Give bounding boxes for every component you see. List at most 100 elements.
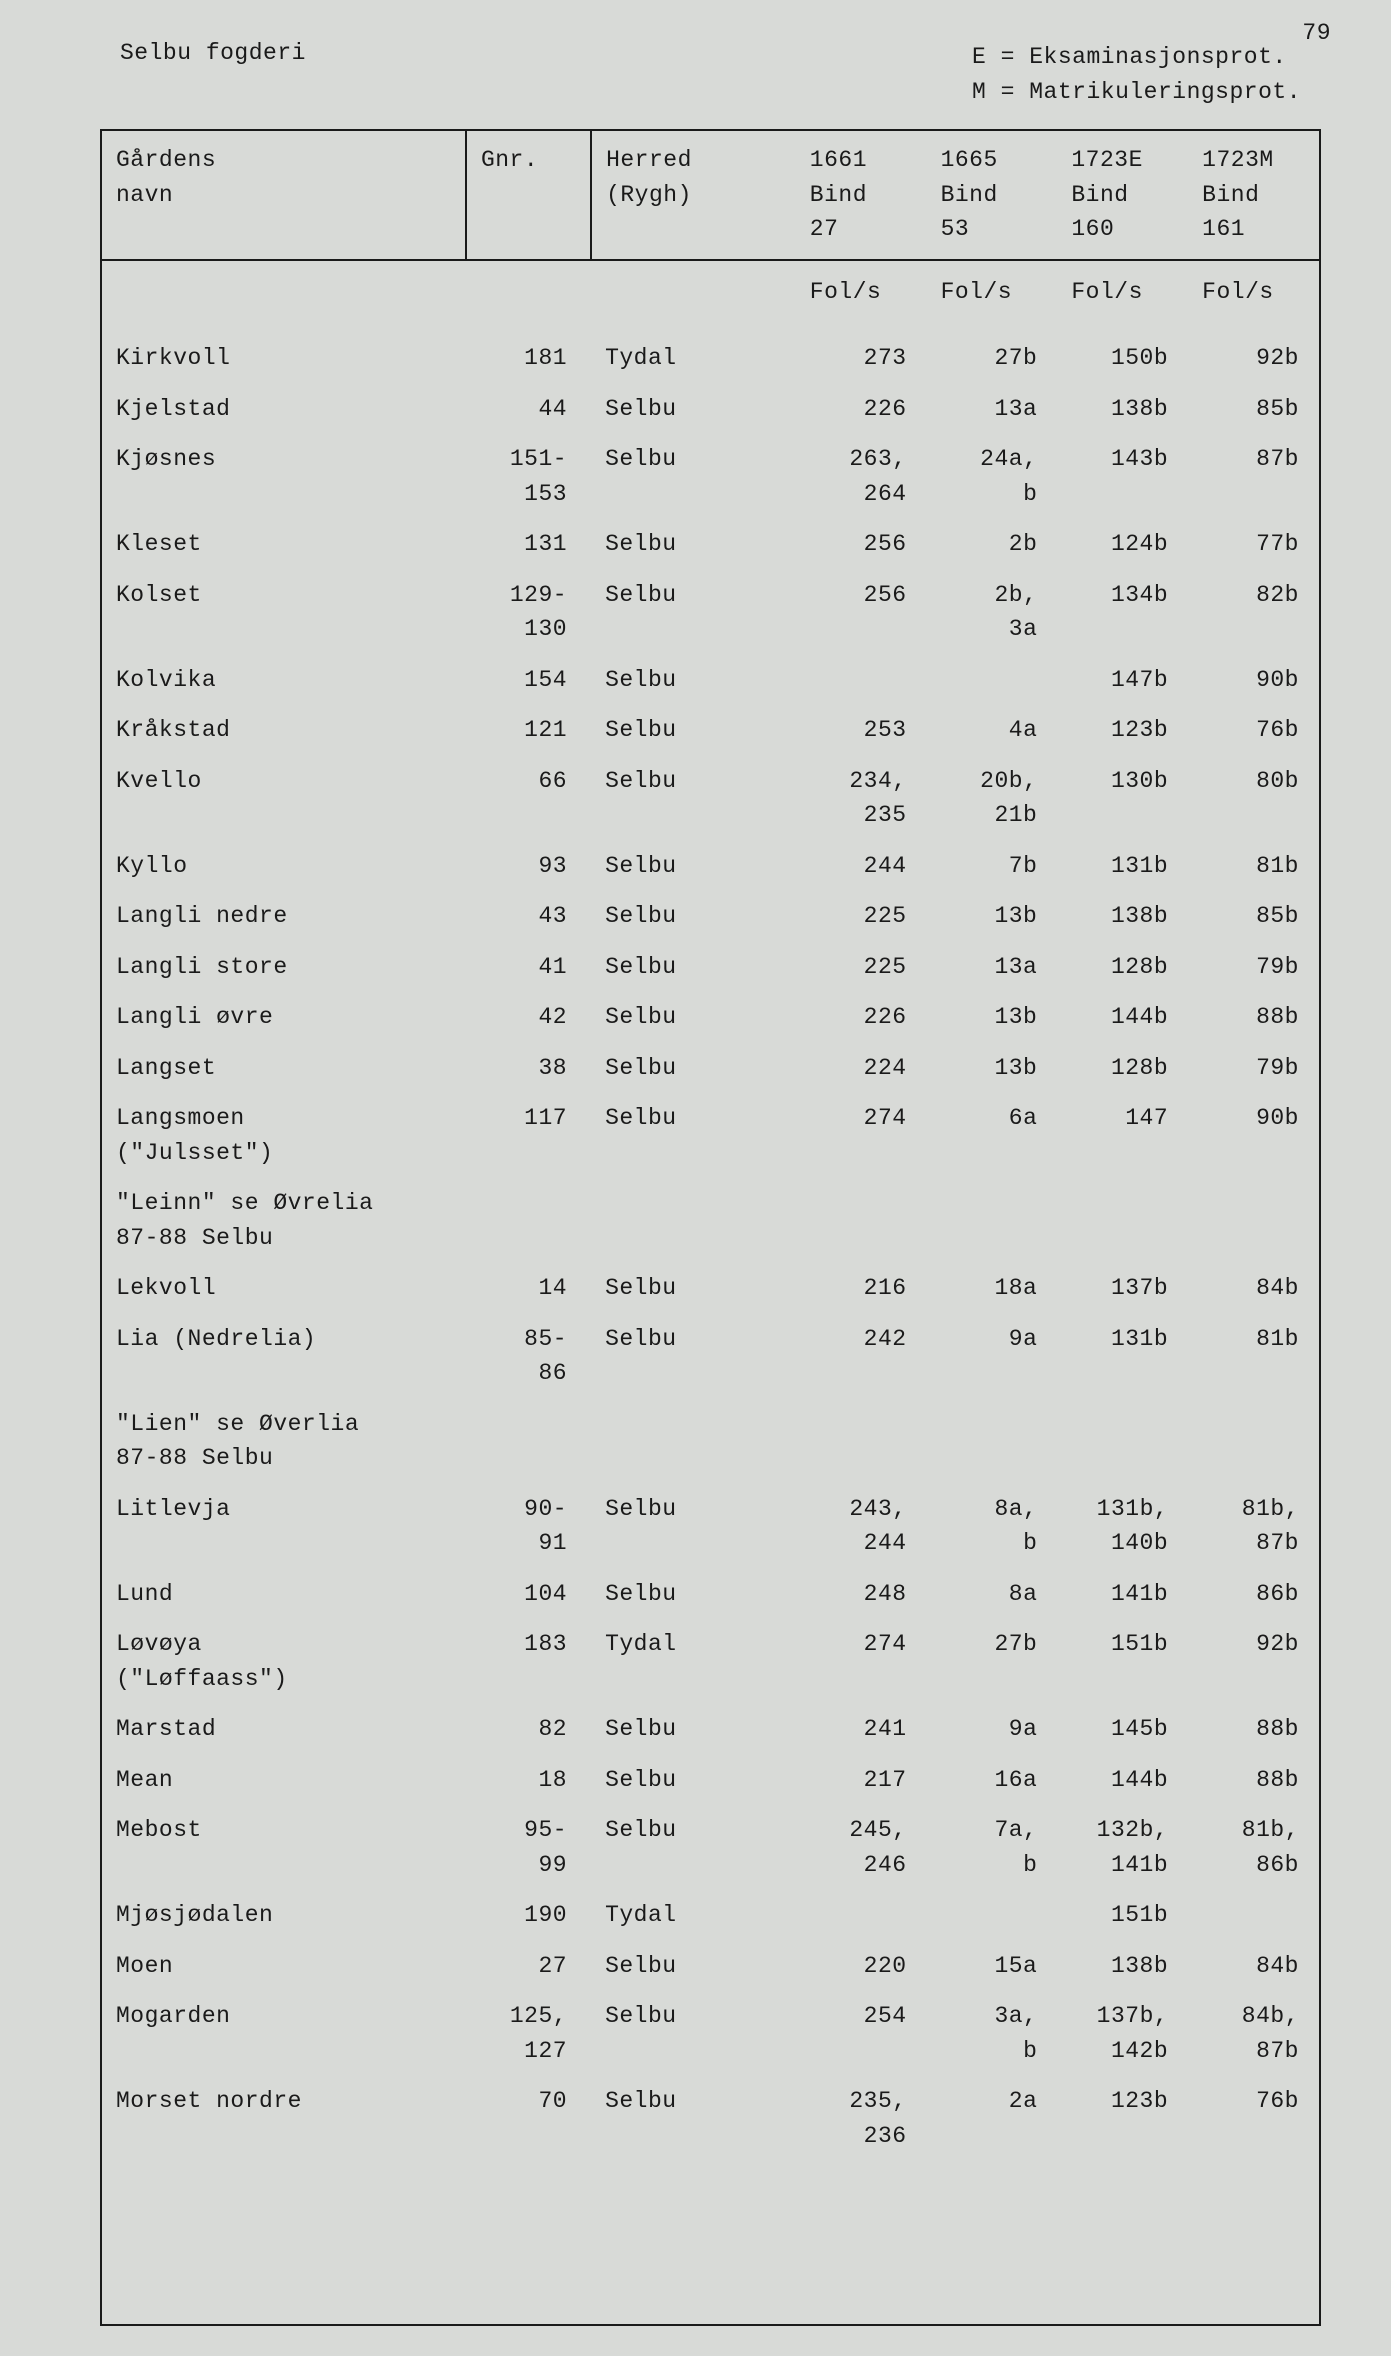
- cell-navn: Kolvika: [102, 655, 466, 706]
- cell-y1: 220: [796, 1941, 927, 1992]
- cell-herred: Selbu: [591, 1314, 796, 1399]
- cell-herred: Selbu: [591, 434, 796, 519]
- cell-y4: 81b: [1188, 1314, 1319, 1399]
- cell-herred: Selbu: [591, 705, 796, 756]
- table-row: Langsmoen("Julsset")117Selbu2746a14790b: [102, 1093, 1319, 1178]
- cell-y4: 81b,86b: [1188, 1805, 1319, 1890]
- cell-gnr: 154: [466, 655, 591, 706]
- legend: E = Eksaminasjonsprot. M = Matrikulering…: [972, 40, 1301, 109]
- cell-y1: 256: [796, 570, 927, 655]
- cell-y1: [796, 1399, 927, 1484]
- table-row: Kyllo93Selbu2447b131b81b: [102, 841, 1319, 892]
- cell-y3: 123b: [1057, 705, 1188, 756]
- cell-y1: 226: [796, 384, 927, 435]
- cell-y2: 13b: [927, 1043, 1058, 1094]
- cell-y3: 123b: [1057, 2076, 1188, 2161]
- cell-y3: 141b: [1057, 1569, 1188, 1620]
- cell-y4: 80b: [1188, 756, 1319, 841]
- cell-y2: 2a: [927, 2076, 1058, 2161]
- cell-herred: Tydal: [591, 1619, 796, 1704]
- cell-y2: 3a,b: [927, 1991, 1058, 2076]
- table-row: Mjøsjødalen190Tydal151b: [102, 1890, 1319, 1941]
- table-row: Lund104Selbu2488a141b86b: [102, 1569, 1319, 1620]
- cell-navn: Morset nordre: [102, 2076, 466, 2161]
- cell-herred: Selbu: [591, 1755, 796, 1806]
- cell-y4: 84b: [1188, 1941, 1319, 1992]
- cell-y2: 6a: [927, 1093, 1058, 1178]
- cell-gnr: 181: [466, 333, 591, 384]
- table-row: Lia (Nedrelia)85-86Selbu2429a131b81b: [102, 1314, 1319, 1399]
- cell-y4: 88b: [1188, 1755, 1319, 1806]
- cell-y2: [927, 1178, 1058, 1263]
- cell-gnr: 125,127: [466, 1991, 591, 2076]
- cell-herred: Selbu: [591, 655, 796, 706]
- cell-y4: 76b: [1188, 705, 1319, 756]
- cell-y3: 130b: [1057, 756, 1188, 841]
- cell-gnr: [466, 1178, 591, 1263]
- table-blank-row: [102, 2161, 1319, 2324]
- cell-navn: Kjelstad: [102, 384, 466, 435]
- cell-y2: [927, 1399, 1058, 1484]
- cell-gnr: 43: [466, 891, 591, 942]
- page-number: 79: [1302, 20, 1331, 46]
- cell-herred: [591, 1399, 796, 1484]
- table-body: Fol/s Fol/s Fol/s Fol/s Kirkvoll181Tydal…: [102, 260, 1319, 2324]
- col-header-1723e: 1723EBind160: [1057, 131, 1188, 260]
- col-header-navn: Gårdensnavn: [102, 131, 466, 260]
- cell-y2: 2b: [927, 519, 1058, 570]
- cell-y2: 16a: [927, 1755, 1058, 1806]
- cell-herred: Selbu: [591, 384, 796, 435]
- cell-y1: 243,244: [796, 1484, 927, 1569]
- cell-y3: 137b: [1057, 1263, 1188, 1314]
- cell-y2: 20b,21b: [927, 756, 1058, 841]
- cell-herred: Tydal: [591, 1890, 796, 1941]
- cell-navn: Langli øvre: [102, 992, 466, 1043]
- cell-gnr: 14: [466, 1263, 591, 1314]
- cell-navn: Mebost: [102, 1805, 466, 1890]
- cell-gnr: 131: [466, 519, 591, 570]
- cell-y3: 147: [1057, 1093, 1188, 1178]
- cell-navn: Kyllo: [102, 841, 466, 892]
- cell-herred: Selbu: [591, 841, 796, 892]
- cell-y1: 242: [796, 1314, 927, 1399]
- cell-y4: 77b: [1188, 519, 1319, 570]
- cell-navn: Kråkstad: [102, 705, 466, 756]
- cell-y2: 13a: [927, 942, 1058, 993]
- table-row: Langli store41Selbu22513a128b79b: [102, 942, 1319, 993]
- cell-herred: Selbu: [591, 1941, 796, 1992]
- table-row: Kleset131Selbu2562b124b77b: [102, 519, 1319, 570]
- cell-gnr: 38: [466, 1043, 591, 1094]
- table-row: Kjøsnes151-153Selbu263,26424a,b143b87b: [102, 434, 1319, 519]
- cell-y2: 4a: [927, 705, 1058, 756]
- cell-y4: 82b: [1188, 570, 1319, 655]
- cell-y2: 8a: [927, 1569, 1058, 1620]
- cell-y2: 27b: [927, 1619, 1058, 1704]
- cell-gnr: 117: [466, 1093, 591, 1178]
- cell-herred: Selbu: [591, 519, 796, 570]
- cell-y3: [1057, 1399, 1188, 1484]
- cell-navn: Litlevja: [102, 1484, 466, 1569]
- cell-y3: 128b: [1057, 942, 1188, 993]
- cell-y2: 27b: [927, 333, 1058, 384]
- cell-y4: 81b: [1188, 841, 1319, 892]
- cell-y3: 134b: [1057, 570, 1188, 655]
- cell-y3: 138b: [1057, 384, 1188, 435]
- cell-y3: 145b: [1057, 1704, 1188, 1755]
- cell-y2: 15a: [927, 1941, 1058, 1992]
- table-container: Gårdensnavn Gnr. Herred(Rygh) 1661Bind27…: [100, 129, 1321, 2326]
- legend-line: E = Eksaminasjonsprot.: [972, 40, 1301, 75]
- cell-herred: Selbu: [591, 1043, 796, 1094]
- cell-y4: 90b: [1188, 655, 1319, 706]
- cell-y3: 143b: [1057, 434, 1188, 519]
- cell-gnr: 151-153: [466, 434, 591, 519]
- cell-y4: 90b: [1188, 1093, 1319, 1178]
- table-row: Mogarden125,127Selbu2543a,b137b,142b84b,…: [102, 1991, 1319, 2076]
- cell-y1: 274: [796, 1093, 927, 1178]
- cell-herred: Selbu: [591, 992, 796, 1043]
- cell-gnr: 129-130: [466, 570, 591, 655]
- table-row: "Lien" se Øverlia87-88 Selbu: [102, 1399, 1319, 1484]
- table-subhead-row: Fol/s Fol/s Fol/s Fol/s: [102, 260, 1319, 334]
- cell-y4: 88b: [1188, 992, 1319, 1043]
- cell-navn: Lekvoll: [102, 1263, 466, 1314]
- cell-y1: 225: [796, 891, 927, 942]
